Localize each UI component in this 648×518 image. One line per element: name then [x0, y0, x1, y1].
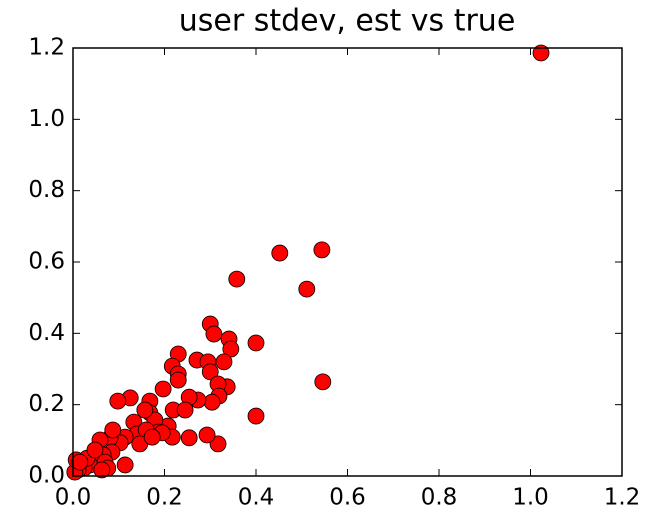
- x-tick-label: 1.0: [512, 485, 549, 511]
- point: [71, 453, 89, 471]
- point: [203, 393, 221, 411]
- point: [176, 401, 194, 419]
- point: [314, 373, 332, 391]
- point: [198, 426, 216, 444]
- x-tick-label: 0.0: [55, 485, 92, 511]
- point: [228, 270, 246, 288]
- point: [201, 363, 219, 381]
- point: [86, 441, 104, 459]
- point: [247, 407, 265, 425]
- x-tick-label: 0.4: [238, 485, 275, 511]
- x-tick-label: 0.2: [146, 485, 183, 511]
- y-tick-label: 1.0: [28, 106, 65, 132]
- y-tick-label: 0.2: [28, 391, 65, 417]
- y-tick-label: 1.2: [28, 35, 65, 61]
- y-tick-label: 0.6: [28, 249, 65, 275]
- chart-title: user stdev, est vs true: [179, 4, 516, 39]
- point: [215, 353, 233, 371]
- point: [298, 280, 316, 298]
- x-tick-label: 1.2: [604, 485, 641, 511]
- point: [532, 44, 550, 62]
- point: [93, 461, 111, 479]
- point: [205, 325, 223, 343]
- point: [247, 334, 265, 352]
- point: [154, 380, 172, 398]
- point: [313, 241, 331, 259]
- point: [169, 371, 187, 389]
- point: [209, 435, 227, 453]
- y-tick-label: 0.4: [28, 320, 65, 346]
- point: [109, 392, 127, 410]
- point: [116, 456, 134, 474]
- y-tick-label: 0.8: [28, 177, 65, 203]
- x-tick-label: 0.6: [329, 485, 366, 511]
- point: [136, 401, 154, 419]
- point: [143, 428, 161, 446]
- y-tick-label: 0.0: [28, 463, 65, 489]
- x-tick-label: 0.8: [421, 485, 458, 511]
- point: [180, 429, 198, 447]
- point: [104, 421, 122, 439]
- point: [271, 244, 289, 262]
